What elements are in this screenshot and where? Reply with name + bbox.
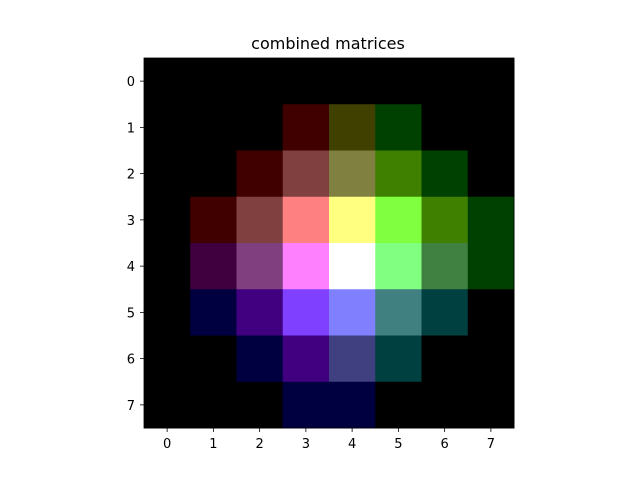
heatmap-cell	[190, 335, 237, 383]
y-tick-label: 2	[127, 168, 135, 183]
heatmap-cell	[190, 243, 237, 290]
heatmap-cell	[467, 196, 515, 244]
heatmap-cell	[236, 289, 284, 336]
x-tick-label: 6	[440, 437, 448, 452]
heatmap-cell	[421, 243, 469, 290]
heatmap-cell	[329, 150, 376, 198]
heatmap-cell	[282, 104, 330, 151]
x-tick-label: 3	[302, 437, 310, 452]
x-axis: 0 1 2 3 4 5 6 7	[163, 428, 495, 452]
heatmap-cell	[467, 289, 515, 336]
heatmap-cell	[282, 289, 330, 336]
y-axis: 0 1 2 3 4 5 6 7	[127, 75, 144, 414]
heatmap-cell	[144, 104, 191, 151]
heatmap-cell	[329, 289, 376, 336]
heatmap-cell	[144, 150, 191, 198]
heatmap-cell	[190, 104, 237, 151]
chart-title: combined matrices	[251, 34, 405, 53]
y-tick-label: 0	[127, 75, 135, 90]
heatmap-cell	[144, 243, 191, 290]
heatmap-cell	[282, 150, 330, 198]
heatmap-cell	[329, 335, 376, 383]
heatmap-cell	[467, 58, 515, 105]
heatmap-cell	[375, 289, 422, 336]
heatmap-cell	[467, 381, 515, 429]
heatmap-cell	[144, 289, 191, 336]
heatmap-cell	[421, 58, 469, 105]
x-tick-label: 1	[209, 437, 217, 452]
heatmap-cell	[375, 196, 422, 244]
heatmap-cell	[190, 58, 237, 105]
heatmap-cell	[236, 381, 284, 429]
y-tick-label: 5	[127, 306, 135, 321]
heatmap-cell	[421, 104, 469, 151]
heatmap-cell	[375, 335, 422, 383]
heatmap-cell	[190, 196, 237, 244]
x-tick-label: 4	[348, 437, 356, 452]
heatmap-cell	[421, 196, 469, 244]
heatmap-cell	[236, 196, 284, 244]
x-tick-label: 0	[163, 437, 171, 452]
heatmap-cell	[329, 58, 376, 105]
heatmap-cell	[329, 243, 376, 290]
heatmap-cell	[236, 150, 284, 198]
heatmap-cell	[144, 381, 191, 429]
heatmap-cell	[282, 243, 330, 290]
heatmap-cell	[375, 58, 422, 105]
heatmap-cell	[144, 335, 191, 383]
heatmap-cell	[375, 150, 422, 198]
heatmap-cell	[421, 381, 469, 429]
heatmap-cell	[421, 335, 469, 383]
y-tick-label: 4	[127, 260, 135, 275]
heatmap-cell	[144, 196, 191, 244]
heatmap-cell	[329, 104, 376, 151]
heatmap-cell	[236, 58, 284, 105]
y-tick-label: 3	[127, 214, 135, 229]
heatmap-cell	[282, 196, 330, 244]
heatmap-cell	[144, 58, 191, 105]
heatmap-cell	[190, 289, 237, 336]
heatmap-cells	[144, 58, 515, 429]
heatmap-cell	[236, 243, 284, 290]
heatmap-cell	[375, 104, 422, 151]
x-tick-label: 5	[394, 437, 402, 452]
heatmap-cell	[467, 104, 515, 151]
x-tick-label: 7	[487, 437, 495, 452]
heatmap-cell	[467, 150, 515, 198]
heatmap-cell	[421, 289, 469, 336]
axes-frame	[143, 57, 515, 429]
heatmap-cell	[467, 243, 515, 290]
x-tick-label: 2	[255, 437, 263, 452]
y-tick-label: 7	[127, 399, 135, 414]
heatmap-cell	[421, 150, 469, 198]
heatmap-cell	[282, 58, 330, 105]
heatmap-cell	[190, 381, 237, 429]
heatmap-cell	[282, 335, 330, 383]
heatmap-cell	[190, 150, 237, 198]
y-tick-label: 6	[127, 353, 135, 368]
heatmap-cell	[329, 381, 376, 429]
heatmap-cell	[236, 104, 284, 151]
heatmap-cell	[375, 381, 422, 429]
y-tick-label: 1	[127, 121, 135, 136]
heatmap-cell	[282, 381, 330, 429]
heatmap-cell	[467, 335, 515, 383]
heatmap-cell	[329, 196, 376, 244]
heatmap-cell	[236, 335, 284, 383]
heatmap-cell	[375, 243, 422, 290]
